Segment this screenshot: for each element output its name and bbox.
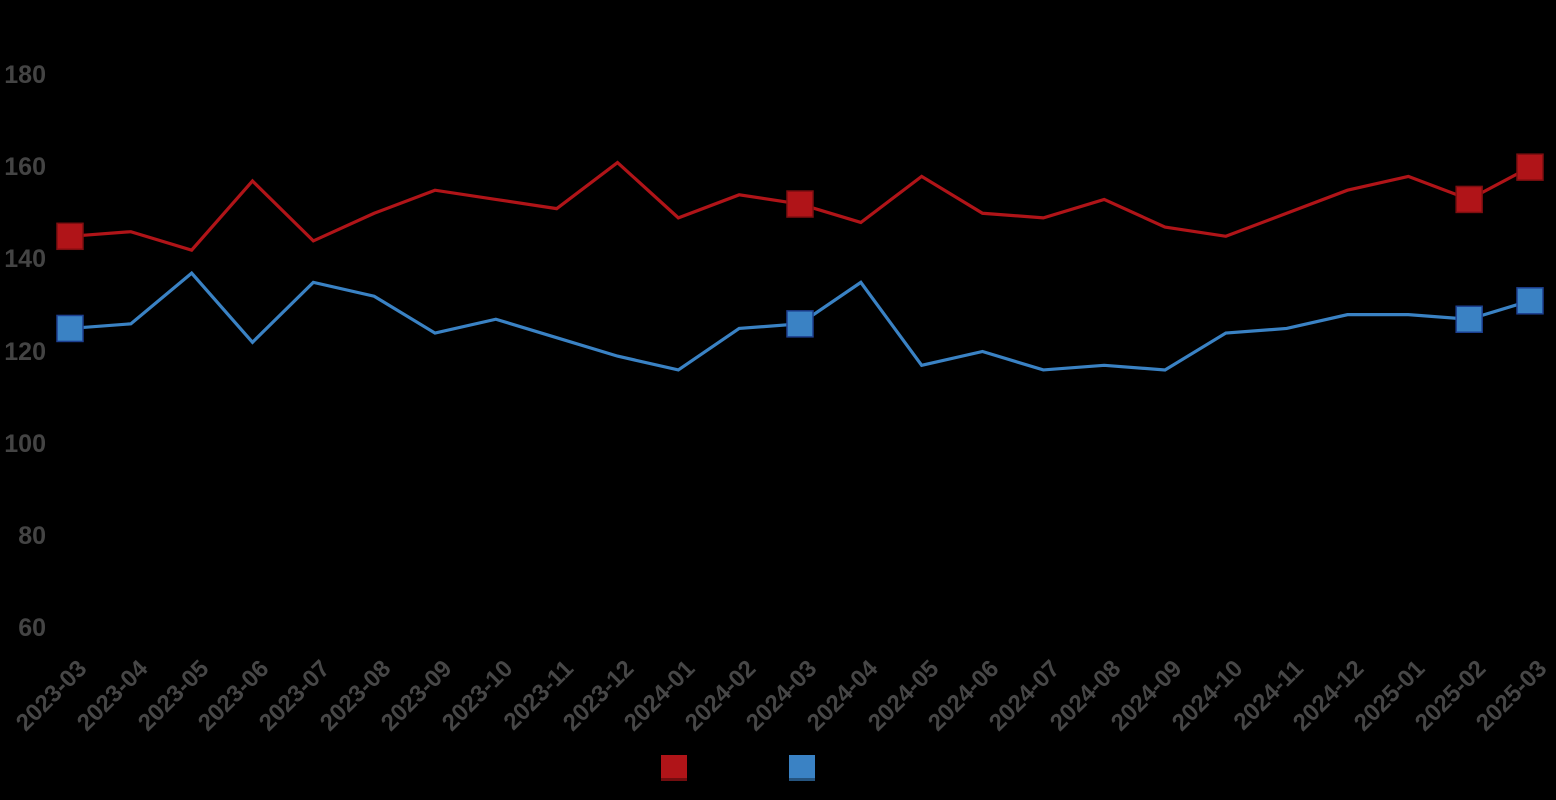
legend-swatch-blue xyxy=(789,755,815,781)
marker-red-2025-03 xyxy=(1516,153,1544,181)
y-tick-label-160: 160 xyxy=(4,153,46,182)
y-tick-label-180: 180 xyxy=(4,61,46,89)
y-tick-label-60: 60 xyxy=(18,614,46,642)
marker-blue-2023-03 xyxy=(56,314,84,343)
y-tick-label-80: 80 xyxy=(18,521,46,550)
marker-blue-2025-02 xyxy=(1455,305,1483,333)
y-tick-label-100: 100 xyxy=(4,429,46,458)
marker-red-2023-03 xyxy=(56,222,84,251)
y-tick-label-120: 120 xyxy=(4,337,46,366)
marker-red-2025-02 xyxy=(1455,185,1483,214)
marker-blue-2024-03 xyxy=(786,310,814,338)
y-tick-label-140: 140 xyxy=(4,245,46,274)
legend-swatch-red xyxy=(661,755,687,781)
marker-blue-2025-03 xyxy=(1516,287,1544,315)
x-tick-2025-03: 2025-03 xyxy=(1333,650,1552,736)
marker-red-2024-03 xyxy=(786,190,814,218)
